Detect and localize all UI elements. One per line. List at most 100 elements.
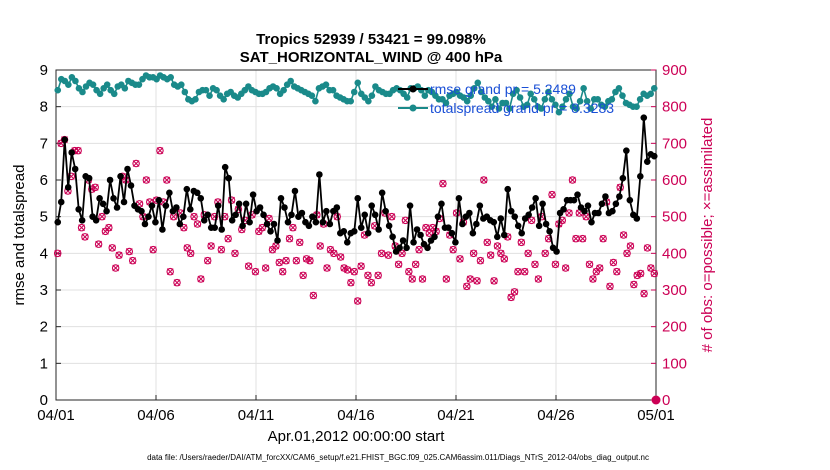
obs-possible-marker: [418, 275, 427, 283]
obs-assimilated-marker: [500, 255, 508, 263]
obs-count-point: [384, 251, 393, 259]
totalspread-point: [636, 96, 644, 103]
obs-assimilated-marker: [395, 260, 403, 268]
obs-possible-marker: [531, 260, 539, 269]
obs-assimilated-marker: [74, 147, 82, 155]
obs-possible-marker: [173, 278, 181, 287]
obs-possible-marker: [408, 275, 416, 283]
rmse-point: [85, 174, 93, 182]
obs-count-point: [524, 249, 532, 258]
rmse-point: [350, 228, 358, 235]
obs-possible-marker: [561, 264, 570, 272]
obs-assimilated-marker: [524, 249, 532, 257]
obs-assimilated-marker: [425, 229, 433, 237]
rmse-point: [113, 204, 121, 211]
obs-count-point: [483, 238, 491, 247]
obs-assimilated-marker: [282, 257, 290, 265]
obs-assimilated-marker: [466, 275, 474, 283]
obs-assimilated-marker: [511, 288, 518, 296]
obs-possible-marker: [623, 249, 631, 258]
obs-assimilated-marker: [572, 235, 580, 243]
obs-possible-marker: [517, 238, 526, 247]
obs-assimilated-marker: [340, 264, 348, 272]
chart-title-line2: SAT_HORIZONTAL_WIND @ 400 hPa: [240, 49, 503, 66]
totalspread-point: [619, 92, 626, 99]
right-tick-label: 0: [662, 392, 670, 409]
rmse-point: [228, 217, 236, 224]
rmse-point: [246, 218, 253, 226]
rmse-point: [78, 217, 86, 224]
obs-count-point: [108, 244, 117, 252]
obs-count-point: [377, 249, 386, 258]
obs-assimilated-marker: [405, 268, 413, 276]
totalspread-point: [322, 81, 330, 88]
obs-assimilated-marker: [166, 268, 174, 276]
totalspread-point: [280, 86, 287, 94]
obs-assimilated-marker: [275, 259, 283, 266]
rmse-point: [473, 220, 480, 228]
left-tick-label: 4: [40, 245, 48, 262]
rmse-point: [284, 218, 292, 226]
rmse-point: [633, 215, 641, 222]
obs-count-point: [224, 234, 232, 243]
obs-possible-marker: [483, 238, 491, 247]
obs-assimilated-marker: [528, 216, 535, 224]
obs-possible-marker: [480, 176, 488, 184]
totalspread-point: [552, 101, 559, 109]
obs-possible-marker: [374, 271, 382, 280]
obs-count-point: [647, 264, 655, 272]
obs-assimilated-marker: [374, 271, 382, 279]
rmse-point: [378, 189, 386, 197]
obs-possible-marker: [128, 256, 137, 265]
obs-assimilated-marker: [398, 249, 406, 257]
rmse-point: [260, 211, 267, 219]
rmse-point: [364, 229, 372, 237]
left-tick-label: 5: [40, 209, 48, 226]
rmse-point: [584, 202, 592, 209]
rmse-point: [570, 196, 578, 204]
rmse-point: [197, 195, 205, 202]
obs-assimilated-marker: [194, 220, 201, 228]
obs-assimilated-marker: [480, 176, 488, 184]
obs-count-point: [561, 264, 570, 272]
obs-assimilated-marker: [647, 264, 655, 272]
obs-assimilated-marker: [442, 275, 450, 283]
obs-count-point: [105, 223, 113, 232]
obs-possible-marker: [251, 267, 260, 276]
obs-possible-marker: [469, 249, 478, 258]
obs-count-point: [480, 176, 488, 184]
obs-count-point: [411, 260, 420, 269]
obs-count-point: [493, 242, 502, 250]
rmse-point: [274, 237, 281, 244]
obs-assimilated-marker: [586, 260, 593, 268]
rmse-point: [445, 224, 452, 231]
obs-assimilated-marker: [449, 246, 457, 254]
rmse-point: [532, 195, 539, 202]
x-axis: 04/01 04/06 04/11 04/16 04/21 04/26 05/01: [37, 395, 675, 424]
obs-assimilated-marker: [613, 268, 621, 276]
rmse-point: [361, 211, 369, 219]
obs-possible-marker: [388, 212, 396, 221]
rmse-point: [609, 207, 616, 215]
rmse-point: [619, 174, 627, 182]
rmse-point: [270, 220, 278, 228]
obs-assimilated-marker: [402, 216, 409, 224]
rmse-point: [148, 202, 156, 209]
obs-assimilated-marker: [609, 259, 617, 266]
obs-possible-marker: [439, 179, 447, 188]
rmse-point: [497, 215, 505, 222]
obs-count-point: [500, 255, 509, 263]
obs-count-point: [111, 264, 120, 272]
obs-possible-marker: [105, 223, 113, 232]
obs-count-point: [347, 278, 355, 287]
totalspread-point: [608, 96, 616, 103]
obs-assimilated-marker: [125, 248, 133, 255]
obs-assimilated-marker: [323, 264, 331, 272]
totalspread-point: [633, 103, 640, 110]
obs-possible-marker: [207, 242, 215, 250]
obs-count-point: [309, 291, 318, 300]
rmse-point: [528, 204, 536, 211]
obs-count-point: [350, 267, 359, 276]
data-file-footer: data file: /Users/raeder/DAI/ATM_forcXX/…: [147, 453, 649, 462]
obs-possible-marker: [626, 242, 635, 250]
